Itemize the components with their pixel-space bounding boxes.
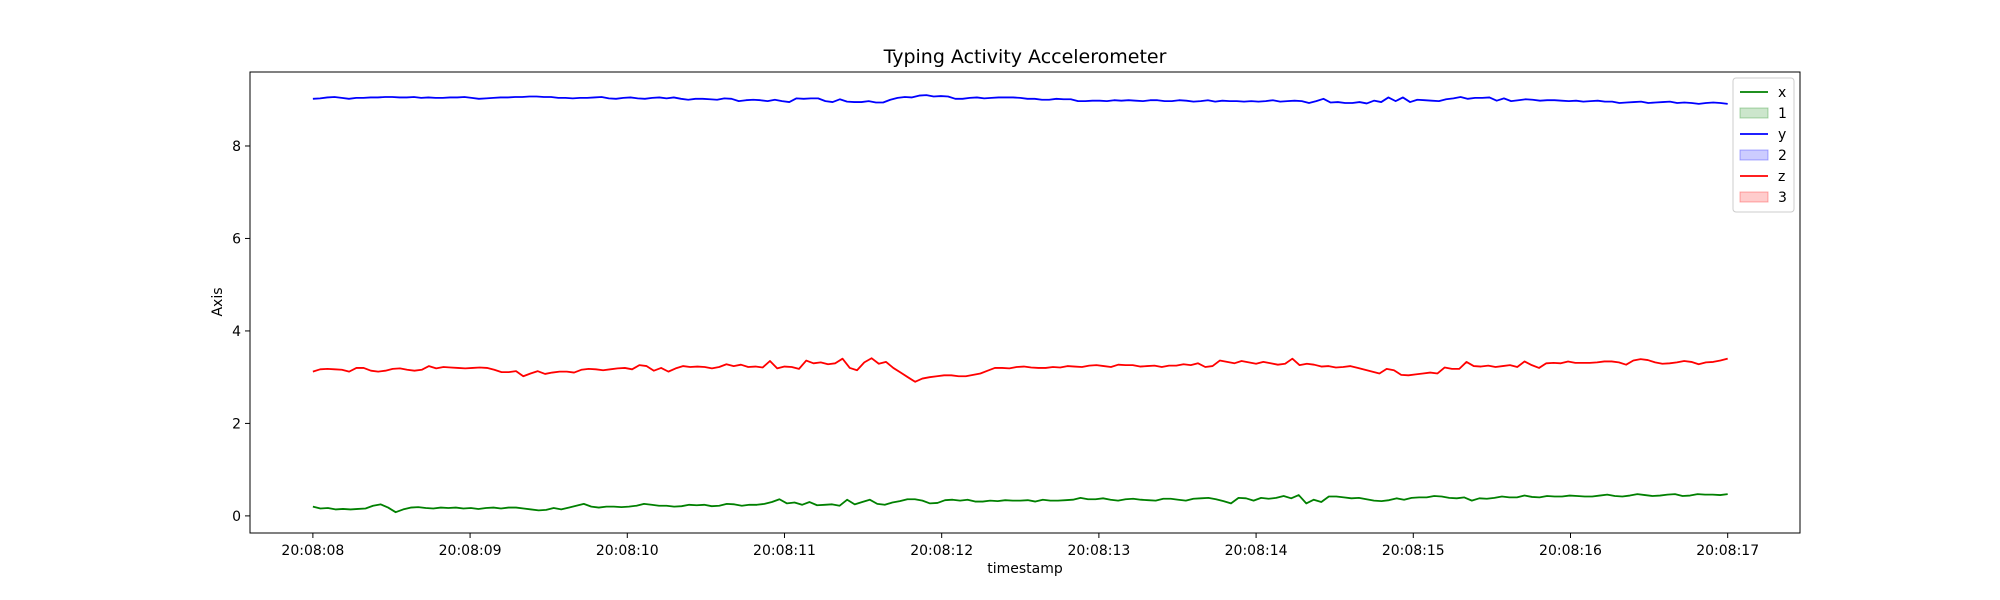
y-tick-label: 2 (232, 416, 241, 432)
x-tick-label: 20:08:17 (1696, 543, 1759, 559)
legend-patch-marker (1739, 149, 1769, 161)
y-tick-label: 8 (232, 139, 241, 155)
x-tick-label: 20:08:13 (1067, 543, 1130, 559)
x-tick-label: 20:08:12 (910, 543, 973, 559)
series-line-x (312, 493, 1728, 514)
legend-box (1732, 77, 1795, 213)
chart-title: Typing Activity Accelerometer (883, 46, 1167, 68)
legend-label: y (1778, 127, 1786, 143)
x-tick-label: 20:08:15 (1382, 543, 1445, 559)
legend-label: 3 (1778, 190, 1787, 206)
y-tick-label: 6 (232, 231, 241, 247)
x-tick-label: 20:08:10 (596, 543, 659, 559)
x-tick-label: 20:08:14 (1225, 543, 1288, 559)
series-line-z (312, 357, 1728, 383)
x-tick-label: 20:08:11 (753, 543, 816, 559)
legend-patch-marker (1739, 107, 1769, 119)
plot-frame (249, 71, 1801, 534)
legend-patch-marker (1739, 191, 1769, 203)
x-tick-label: 20:08:08 (281, 543, 344, 559)
x-axis-label: timestamp (987, 561, 1063, 577)
y-tick-label: 0 (232, 509, 241, 525)
x-tick-label: 20:08:09 (439, 543, 502, 559)
legend: x 1 y 2 z 3 (1732, 77, 1795, 213)
y-tick-label: 4 (232, 324, 241, 340)
legend-label: 1 (1778, 106, 1787, 122)
axes: 0 2 4 6 8 20:08:08 20:08:09 20:08:10 20:08:11 20:… (232, 139, 1759, 559)
legend-label: z (1778, 169, 1785, 185)
series-line-y (312, 94, 1728, 105)
y-axis-label: Axis (210, 287, 226, 316)
series-lines (312, 94, 1728, 514)
legend-label: 2 (1778, 148, 1787, 164)
legend-label: x (1778, 85, 1786, 101)
x-tick-label: 20:08:16 (1539, 543, 1602, 559)
